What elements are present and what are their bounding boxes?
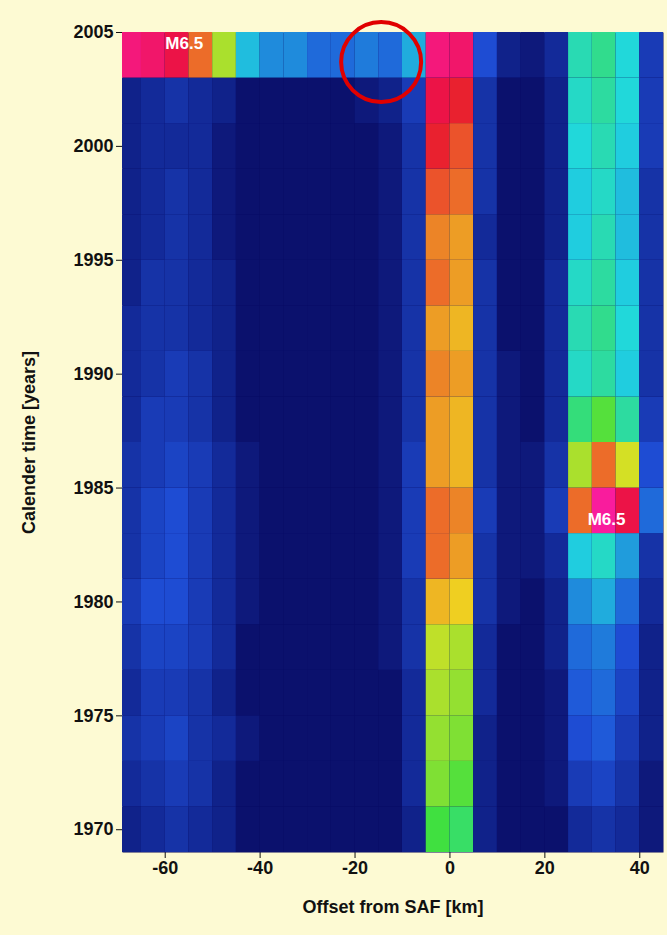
svg-text:Offset from SAF [km]: Offset from SAF [km] xyxy=(302,897,483,917)
svg-text:Calender time [years]: Calender time [years] xyxy=(19,351,39,534)
svg-text:2000: 2000 xyxy=(73,136,113,156)
svg-text:1975: 1975 xyxy=(73,706,113,726)
svg-text:1980: 1980 xyxy=(73,592,113,612)
svg-text:M6.5: M6.5 xyxy=(588,510,626,529)
svg-text:1985: 1985 xyxy=(73,478,113,498)
svg-text:M6.5: M6.5 xyxy=(165,34,203,53)
svg-text:1995: 1995 xyxy=(73,250,113,270)
svg-text:1990: 1990 xyxy=(73,364,113,384)
svg-text:1970: 1970 xyxy=(73,819,113,839)
svg-text:0: 0 xyxy=(445,858,455,878)
svg-text:-40: -40 xyxy=(247,858,273,878)
svg-text:-20: -20 xyxy=(342,858,368,878)
svg-text:2005: 2005 xyxy=(73,22,113,42)
svg-text:20: 20 xyxy=(535,858,555,878)
svg-text:-60: -60 xyxy=(152,858,178,878)
svg-text:40: 40 xyxy=(630,858,650,878)
